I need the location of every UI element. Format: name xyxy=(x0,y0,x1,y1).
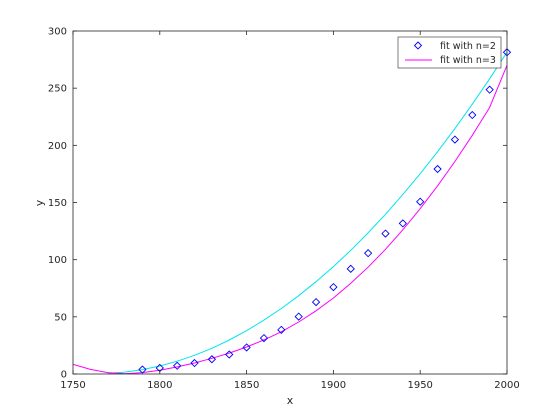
data-point xyxy=(485,85,494,94)
data-point xyxy=(259,333,269,343)
legend-label-n3: fit with n=3 xyxy=(440,55,496,66)
y-tick-label: 300 xyxy=(48,27,67,38)
data-point xyxy=(346,264,355,273)
y-tick-label: 200 xyxy=(48,141,67,152)
y-tick-label: 250 xyxy=(48,84,67,95)
data-point xyxy=(468,110,477,120)
data-point xyxy=(190,358,199,368)
x-tick-label: 1950 xyxy=(407,380,432,391)
legend-label-n2: fit with n=2 xyxy=(440,41,496,52)
fit-line-n2 xyxy=(107,51,507,374)
data-point xyxy=(242,343,251,352)
data-point xyxy=(381,229,390,238)
fit-lines xyxy=(73,51,507,374)
axis-ticks: 1750 1800 1850 1900 1950 2000 0 50 100 150 200 250 3… xyxy=(48,27,520,392)
data-point xyxy=(294,312,303,321)
data-point xyxy=(207,355,217,364)
x-tick-label: 1850 xyxy=(234,380,259,391)
x-tick-label: 1900 xyxy=(321,380,346,391)
legend-marker-n2 xyxy=(413,41,423,50)
x-tick-label: 1750 xyxy=(60,380,85,391)
data-point xyxy=(173,361,182,370)
y-tick-label: 50 xyxy=(54,312,67,323)
y-axis-label: y xyxy=(33,199,46,206)
x-tick-label: 1800 xyxy=(147,380,172,391)
legend: fit with n=2 fit with n=3 xyxy=(397,36,502,69)
data-point xyxy=(450,135,460,144)
data-point xyxy=(277,325,286,335)
legend-box xyxy=(397,36,502,69)
y-tick-label: 0 xyxy=(61,370,67,381)
data-point xyxy=(225,350,234,359)
data-point xyxy=(329,282,338,292)
y-tick-label: 100 xyxy=(48,255,67,266)
y-tick-label: 150 xyxy=(48,198,67,209)
data-point xyxy=(398,219,407,228)
x-axis-label: x xyxy=(287,394,294,407)
data-point xyxy=(138,365,147,374)
data-point xyxy=(311,297,321,307)
data-point xyxy=(363,249,373,258)
data-point xyxy=(416,197,425,206)
x-tick-label: 2000 xyxy=(494,380,519,391)
fit-line-n3 xyxy=(73,65,507,374)
data-markers xyxy=(138,48,512,374)
data-point xyxy=(433,164,442,174)
plot-area xyxy=(73,31,507,374)
